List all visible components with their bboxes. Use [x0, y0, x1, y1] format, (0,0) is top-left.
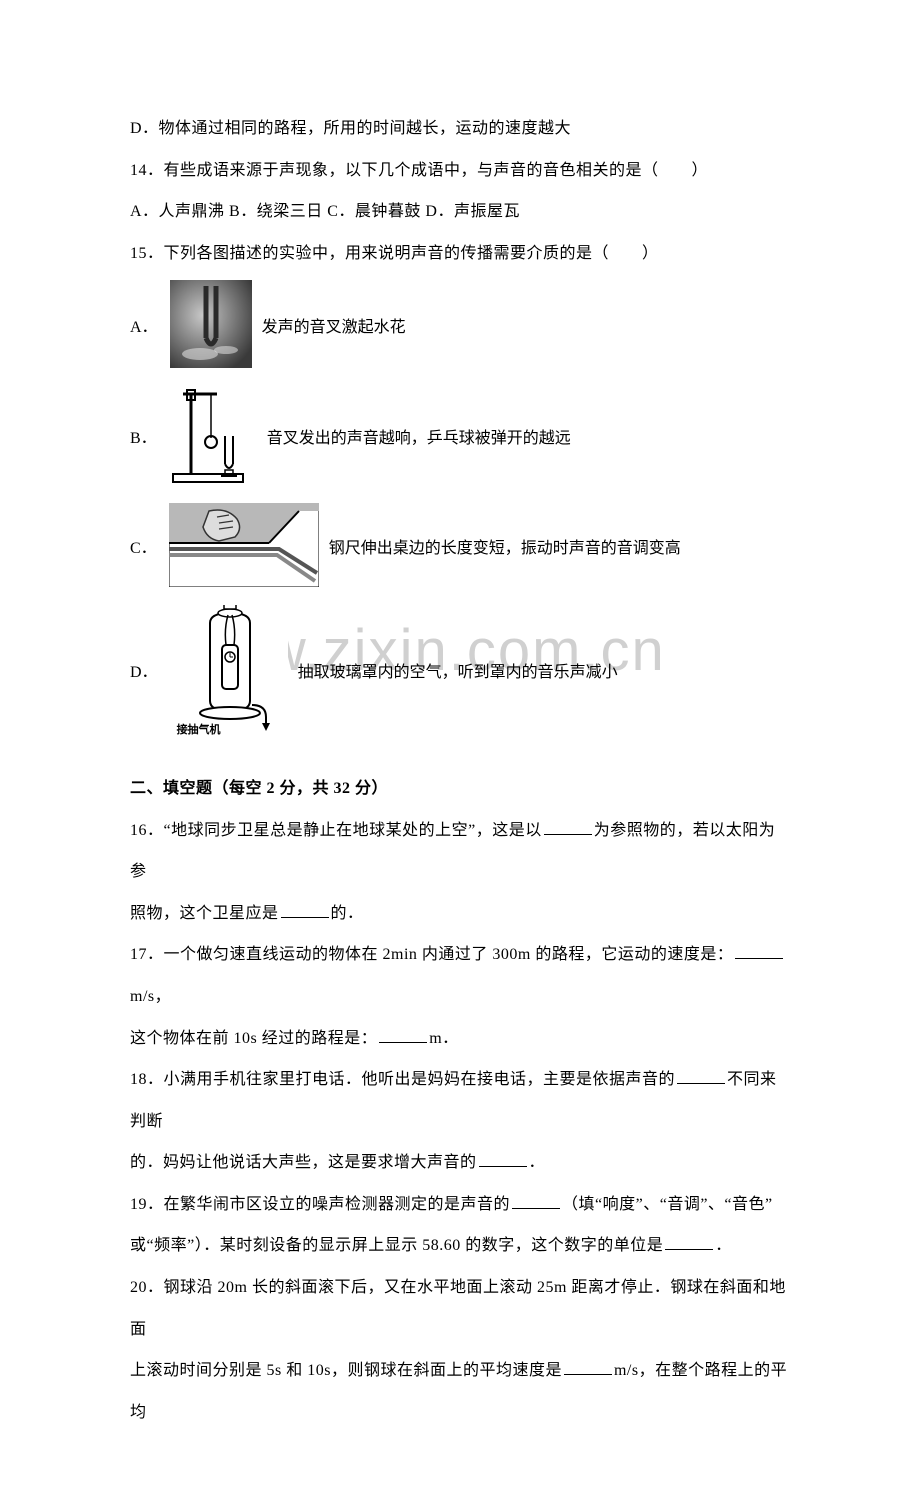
- q15-b-image: [169, 386, 257, 493]
- q17-blank2: [379, 1027, 427, 1043]
- q19: 19．在繁华闹市区设立的噪声检测器测定的是声音的 （填“响度”、“音调”、“音色”: [130, 1184, 790, 1226]
- q20: 20．钢球沿 20m 长的斜面滚下后，又在水平地面上滚动 25m 距离才停止．钢…: [130, 1267, 790, 1350]
- q14-stem: 14．有些成语来源于声现象，以下几个成语中，与声音的音色相关的是（ ）: [130, 150, 790, 192]
- q16-d: 的．: [331, 905, 364, 922]
- q18-blank2: [479, 1151, 527, 1167]
- q13-option-d: D．物体通过相同的路程，所用的时间越长，运动的速度越大: [130, 108, 790, 150]
- q15-a-text: 发声的音叉激起水花: [262, 317, 406, 339]
- q16: 16．“地球同步卫星总是静止在地球某处的上空”，这是以为参照物的，若以太阳为参: [130, 810, 790, 893]
- q15-a-image: [170, 280, 252, 375]
- q15-c-image: [169, 503, 319, 594]
- q20-line2: 上滚动时间分别是 5s 和 10s，则钢球在斜面上的平均速度是m/s，在整个路程…: [130, 1350, 790, 1433]
- q14-options: A．人声鼎沸 B．绕梁三日 C．晨钟暮鼓 D．声振屋瓦: [130, 191, 790, 233]
- q17-c: 这个物体在前 10s 经过的路程是：: [130, 1030, 377, 1047]
- q16-blank2: [281, 902, 329, 918]
- q15-option-c: C． 钢尺伸出桌边的长度变短，振动时声音的音调变高: [130, 503, 790, 594]
- q18-line2: 的．妈妈让他说话大声些，这是要求增大声音的 ．: [130, 1142, 790, 1184]
- q15-option-a: A． 发声的音叉激起水花: [130, 280, 790, 375]
- q18: 18．小满用手机往家里打电话．他听出是妈妈在接电话，主要是依据声音的不同来判断: [130, 1059, 790, 1142]
- q15-b-text: 音叉发出的声音越响，乒乓球被弹开的越远: [267, 428, 571, 450]
- q18-d: ．: [529, 1154, 546, 1171]
- q19-c: 或“频率”）．某时刻设备的显示屏上显示 58.60 的数字，这个数字的单位是: [130, 1237, 663, 1254]
- q15-a-label: A．: [130, 317, 158, 339]
- q19-blank1: [512, 1193, 560, 1209]
- q17-d: m．: [429, 1030, 458, 1047]
- q17-b: m/s，: [130, 988, 171, 1005]
- q15-d-text: 抽取玻璃罩内的空气，听到罩内的音乐声减小: [298, 662, 618, 684]
- q17-a: 17．一个做匀速直线运动的物体在 2min 内通过了 300m 的路程，它运动的…: [130, 946, 733, 963]
- q19-a: 19．在繁华闹市区设立的噪声检测器测定的是声音的: [130, 1196, 510, 1213]
- q15-d-image: 接抽气机: [170, 605, 288, 742]
- q18-c: 的．妈妈让他说话大声些，这是要求增大声音的: [130, 1154, 477, 1171]
- q20-b: 上滚动时间分别是 5s 和 10s，则钢球在斜面上的平均速度是: [130, 1362, 562, 1379]
- q16-c: 照物，这个卫星应是: [130, 905, 279, 922]
- q19-blank2: [665, 1234, 713, 1250]
- q19-b: （填“响度”、“音调”、“音色”: [562, 1196, 773, 1213]
- q18-a: 18．小满用手机往家里打电话．他听出是妈妈在接电话，主要是依据声音的: [130, 1071, 675, 1088]
- q16-a: 16．“地球同步卫星总是静止在地球某处的上空”，这是以: [130, 822, 542, 839]
- q15-option-b: B．: [130, 386, 790, 493]
- q17-blank1: [735, 943, 783, 959]
- q15-c-text: 钢尺伸出桌边的长度变短，振动时声音的音调变高: [329, 538, 681, 560]
- q15-b-label: B．: [130, 428, 157, 450]
- q15-option-d: D．: [130, 605, 790, 742]
- section-2-title: 二、填空题（每空 2 分，共 32 分）: [130, 768, 790, 810]
- q16-blank1: [544, 819, 592, 835]
- q17: 17．一个做匀速直线运动的物体在 2min 内通过了 300m 的路程，它运动的…: [130, 934, 790, 1017]
- q15-c-label: C．: [130, 538, 157, 560]
- q15-d-label: D．: [130, 662, 158, 684]
- q16-line2: 照物，这个卫星应是 的．: [130, 893, 790, 935]
- q15-stem: 15．下列各图描述的实验中，用来说明声音的传播需要介质的是（ ）: [130, 233, 790, 275]
- q19-line2: 或“频率”）．某时刻设备的显示屏上显示 58.60 的数字，这个数字的单位是 ．: [130, 1225, 790, 1267]
- q18-blank1: [677, 1068, 725, 1084]
- q19-d: ．: [715, 1237, 732, 1254]
- q20-a: 20．钢球沿 20m 长的斜面滚下后，又在水平地面上滚动 25m 距离才停止．钢…: [130, 1279, 786, 1338]
- q17-line2: 这个物体在前 10s 经过的路程是： m．: [130, 1018, 790, 1060]
- q20-blank1: [564, 1359, 612, 1375]
- q15-d-caption: 接抽气机: [164, 723, 234, 738]
